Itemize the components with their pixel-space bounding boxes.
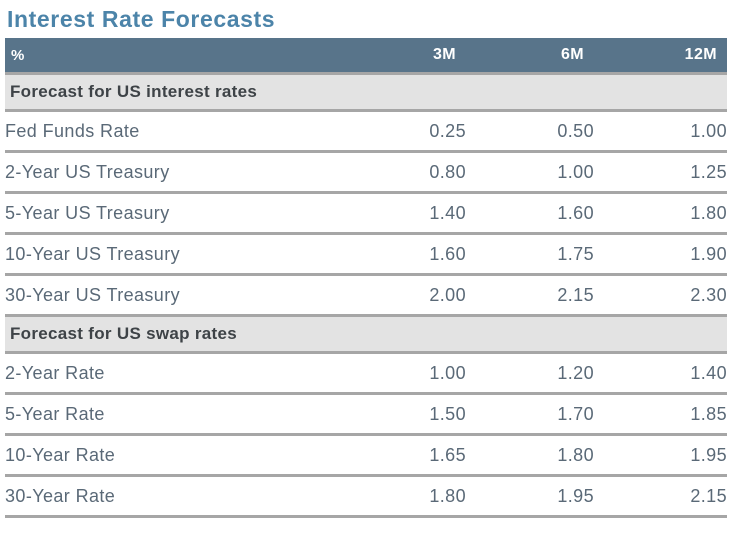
row-value-12m: 1.90 — [594, 232, 727, 275]
table-row-2y-rate: 2-Year Rate 1.00 1.20 1.40 — [5, 351, 727, 394]
row-value-6m: 1.60 — [466, 191, 594, 234]
row-value-12m: 1.80 — [594, 191, 727, 234]
row-value-3m: 0.25 — [336, 109, 466, 152]
header-12m: 12M — [594, 38, 727, 74]
table-row-30y-rate: 30-Year Rate 1.80 1.95 2.15 — [5, 474, 727, 517]
row-value-12m: 1.25 — [594, 150, 727, 193]
header-row: % 3M 6M 12M — [5, 38, 727, 74]
row-label: Fed Funds Rate — [5, 109, 336, 152]
header-6m: 6M — [466, 38, 594, 74]
row-value-3m: 1.40 — [336, 191, 466, 234]
row-value-6m: 0.50 — [466, 109, 594, 152]
row-value-6m: 1.00 — [466, 150, 594, 193]
row-value-6m: 1.75 — [466, 232, 594, 275]
row-value-12m: 2.30 — [594, 273, 727, 316]
section-header-us-swap-rates: Forecast for US swap rates — [5, 314, 727, 353]
row-label: 5-Year US Treasury — [5, 191, 336, 234]
table-row-10y-rate: 10-Year Rate 1.65 1.80 1.95 — [5, 433, 727, 476]
table-row-30y-us-treasury: 30-Year US Treasury 2.00 2.15 2.30 — [5, 273, 727, 316]
section-label: Forecast for US swap rates — [5, 314, 727, 353]
row-value-12m: 1.95 — [594, 433, 727, 476]
row-value-3m: 1.50 — [336, 392, 466, 435]
row-value-6m: 1.80 — [466, 433, 594, 476]
table-row-5y-us-treasury: 5-Year US Treasury 1.40 1.60 1.80 — [5, 191, 727, 234]
table-row-10y-us-treasury: 10-Year US Treasury 1.60 1.75 1.90 — [5, 232, 727, 275]
header-unit: % — [5, 38, 336, 74]
row-value-3m: 0.80 — [336, 150, 466, 193]
row-value-6m: 1.95 — [466, 474, 594, 517]
row-label: 2-Year Rate — [5, 351, 336, 394]
row-value-3m: 1.65 — [336, 433, 466, 476]
row-value-6m: 1.20 — [466, 351, 594, 394]
row-value-12m: 1.00 — [594, 109, 727, 152]
row-value-3m: 1.00 — [336, 351, 466, 394]
row-value-3m: 1.80 — [336, 474, 466, 517]
section-header-us-interest-rates: Forecast for US interest rates — [5, 72, 727, 111]
row-value-3m: 2.00 — [336, 273, 466, 316]
row-label: 30-Year Rate — [5, 474, 336, 517]
table-row-2y-us-treasury: 2-Year US Treasury 0.80 1.00 1.25 — [5, 150, 727, 193]
table-row-fed-funds-rate: Fed Funds Rate 0.25 0.50 1.00 — [5, 109, 727, 152]
row-value-12m: 1.40 — [594, 351, 727, 394]
row-value-12m: 1.85 — [594, 392, 727, 435]
row-label: 30-Year US Treasury — [5, 273, 336, 316]
section-label: Forecast for US interest rates — [5, 72, 727, 111]
row-value-6m: 2.15 — [466, 273, 594, 316]
header-3m: 3M — [336, 38, 466, 74]
page-title: Interest Rate Forecasts — [7, 6, 276, 32]
row-value-12m: 2.15 — [594, 474, 727, 517]
row-label: 5-Year Rate — [5, 392, 336, 435]
table-row-5y-rate: 5-Year Rate 1.50 1.70 1.85 — [5, 392, 727, 435]
row-label: 10-Year Rate — [5, 433, 336, 476]
row-value-6m: 1.70 — [466, 392, 594, 435]
row-label: 2-Year US Treasury — [5, 150, 336, 193]
row-label: 10-Year US Treasury — [5, 232, 336, 275]
row-value-3m: 1.60 — [336, 232, 466, 275]
table-header: % 3M 6M 12M — [5, 38, 727, 74]
rates-table: % 3M 6M 12M Forecast for US interest rat… — [5, 38, 727, 518]
